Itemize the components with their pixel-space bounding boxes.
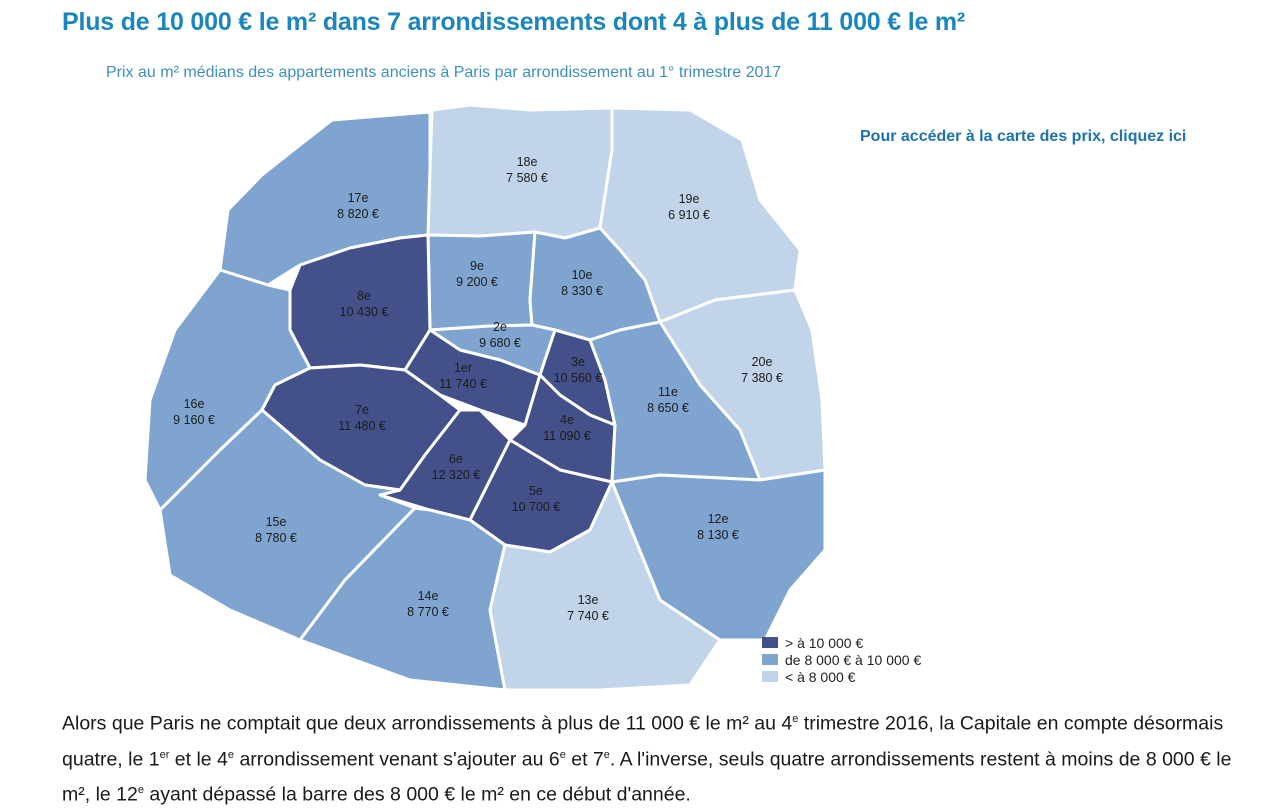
body-sup-6: e bbox=[137, 784, 144, 796]
district-name-10e: 10e bbox=[572, 268, 593, 282]
district-name-7e: 7e bbox=[355, 403, 369, 417]
body-sup-2: er bbox=[159, 748, 170, 761]
district-name-20e: 20e bbox=[752, 355, 773, 369]
district-price-4e: 11 090 € bbox=[543, 429, 591, 443]
legend-label-low: < à 8 000 € bbox=[785, 668, 856, 685]
district-name-16e: 16e bbox=[184, 397, 205, 411]
body-sup-1: e bbox=[792, 713, 799, 725]
district-name-5e: 5e bbox=[529, 484, 543, 498]
district-price-18e: 7 580 € bbox=[506, 171, 548, 185]
district-name-4e: 4e bbox=[560, 413, 574, 427]
district-price-14e: 8 770 € bbox=[407, 605, 449, 619]
district-price-13e: 7 740 € bbox=[567, 609, 609, 623]
legend-swatch-mid bbox=[762, 654, 778, 665]
body-text-4: arrondissement venant s'ajouter au 6 bbox=[234, 748, 560, 770]
district-price-20e: 7 380 € bbox=[741, 371, 783, 385]
body-sup-4: e bbox=[559, 748, 566, 761]
legend-item-high: > à 10 000 € bbox=[762, 634, 921, 651]
district-name-8e: 8e bbox=[357, 289, 371, 303]
legend: > à 10 000 € de 8 000 € à 10 000 € < à 8… bbox=[762, 634, 921, 685]
district-name-9e: 9e bbox=[470, 259, 484, 273]
body-text-5: et 7 bbox=[565, 748, 604, 770]
body-text-1: Alors que Paris ne comptait que deux arr… bbox=[62, 712, 793, 735]
district-name-12e: 12e bbox=[708, 512, 729, 526]
district-price-8e: 10 430 € bbox=[340, 305, 389, 319]
district-name-13e: 13e bbox=[578, 593, 599, 607]
district-price-7e: 11 480 € bbox=[338, 419, 386, 433]
district-price-5e: 10 700 € bbox=[512, 500, 561, 514]
district-name-15e: 15e bbox=[266, 515, 287, 529]
headline: Plus de 10 000 € le m² dans 7 arrondisse… bbox=[62, 8, 966, 36]
district-price-1er: 11 740 € bbox=[439, 377, 487, 391]
map-subtitle: Prix au m² médians des appartements anci… bbox=[106, 64, 782, 81]
district-price-11e: 8 650 € bbox=[647, 401, 689, 415]
district-price-3e: 10 560 € bbox=[554, 371, 603, 385]
district-price-6e: 12 320 € bbox=[432, 468, 481, 482]
legend-item-low: < à 8 000 € bbox=[762, 668, 921, 685]
district-name-6e: 6e bbox=[449, 452, 463, 466]
district-price-2e: 9 680 € bbox=[479, 336, 521, 350]
legend-label-mid: de 8 000 € à 10 000 € bbox=[785, 651, 922, 668]
district-price-15e: 8 780 € bbox=[255, 531, 297, 545]
district-price-17e: 8 820 € bbox=[337, 207, 379, 221]
district-price-9e: 9 200 € bbox=[456, 275, 498, 289]
district-price-10e: 8 330 € bbox=[561, 284, 603, 298]
legend-swatch-high bbox=[762, 637, 778, 648]
district-name-14e: 14e bbox=[418, 589, 439, 603]
price-map-link[interactable]: Pour accéder à la carte des prix, clique… bbox=[860, 128, 1187, 145]
body-text-2: trimestre 2016, la Capitale en compte dé… bbox=[62, 712, 1224, 771]
district-name-18e: 18e bbox=[517, 155, 538, 169]
paris-arrondissement-map: 1er 11 740 € 2e 9 680 € 3e 10 560 € 4e 11 090 €… bbox=[143, 103, 827, 692]
district-name-17e: 17e bbox=[348, 191, 369, 205]
district-name-11e: 11e bbox=[658, 385, 678, 399]
district-name-19e: 19e bbox=[679, 192, 700, 206]
district-price-12e: 8 130 € bbox=[697, 528, 739, 542]
body-sup-3: e bbox=[227, 748, 235, 761]
district-name-2e: 2e bbox=[493, 320, 507, 334]
district-price-19e: 6 910 € bbox=[668, 208, 710, 222]
district-name-3e: 3e bbox=[571, 355, 585, 369]
district-name-1er: 1er bbox=[454, 361, 472, 375]
district-price-16e: 9 160 € bbox=[173, 413, 215, 427]
district-12e[interactable] bbox=[610, 468, 827, 642]
body-paragraph: Alors que Paris ne comptait que deux arr… bbox=[62, 704, 1242, 811]
legend-label-high: > à 10 000 € bbox=[785, 634, 864, 651]
body-text-3: et le 4 bbox=[169, 748, 228, 770]
legend-swatch-low bbox=[762, 671, 778, 682]
body-text-7: ayant dépassé la barre des 8 000 € le m²… bbox=[143, 783, 691, 806]
legend-item-mid: de 8 000 € à 10 000 € bbox=[762, 651, 921, 668]
body-sup-5: e bbox=[603, 748, 610, 761]
